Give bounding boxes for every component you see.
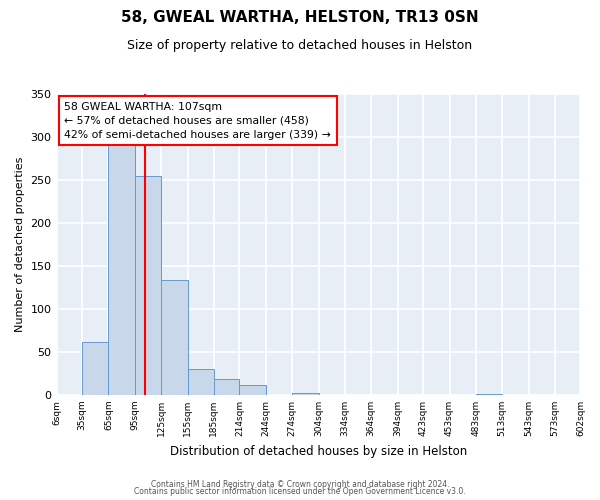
Y-axis label: Number of detached properties: Number of detached properties xyxy=(15,157,25,332)
Text: Contains HM Land Registry data © Crown copyright and database right 2024.: Contains HM Land Registry data © Crown c… xyxy=(151,480,449,489)
Text: Contains public sector information licensed under the Open Government Licence v3: Contains public sector information licen… xyxy=(134,487,466,496)
X-axis label: Distribution of detached houses by size in Helston: Distribution of detached houses by size … xyxy=(170,444,467,458)
Text: 58, GWEAL WARTHA, HELSTON, TR13 0SN: 58, GWEAL WARTHA, HELSTON, TR13 0SN xyxy=(121,10,479,25)
Bar xyxy=(476,394,502,395)
Bar xyxy=(214,380,239,395)
Bar xyxy=(239,386,266,395)
Bar xyxy=(109,144,135,395)
Text: Size of property relative to detached houses in Helston: Size of property relative to detached ho… xyxy=(127,38,473,52)
Bar xyxy=(161,280,188,395)
Bar xyxy=(82,342,109,395)
Bar xyxy=(135,176,161,395)
Text: 58 GWEAL WARTHA: 107sqm
← 57% of detached houses are smaller (458)
42% of semi-d: 58 GWEAL WARTHA: 107sqm ← 57% of detache… xyxy=(64,102,331,140)
Bar xyxy=(292,393,319,395)
Bar xyxy=(188,369,214,395)
